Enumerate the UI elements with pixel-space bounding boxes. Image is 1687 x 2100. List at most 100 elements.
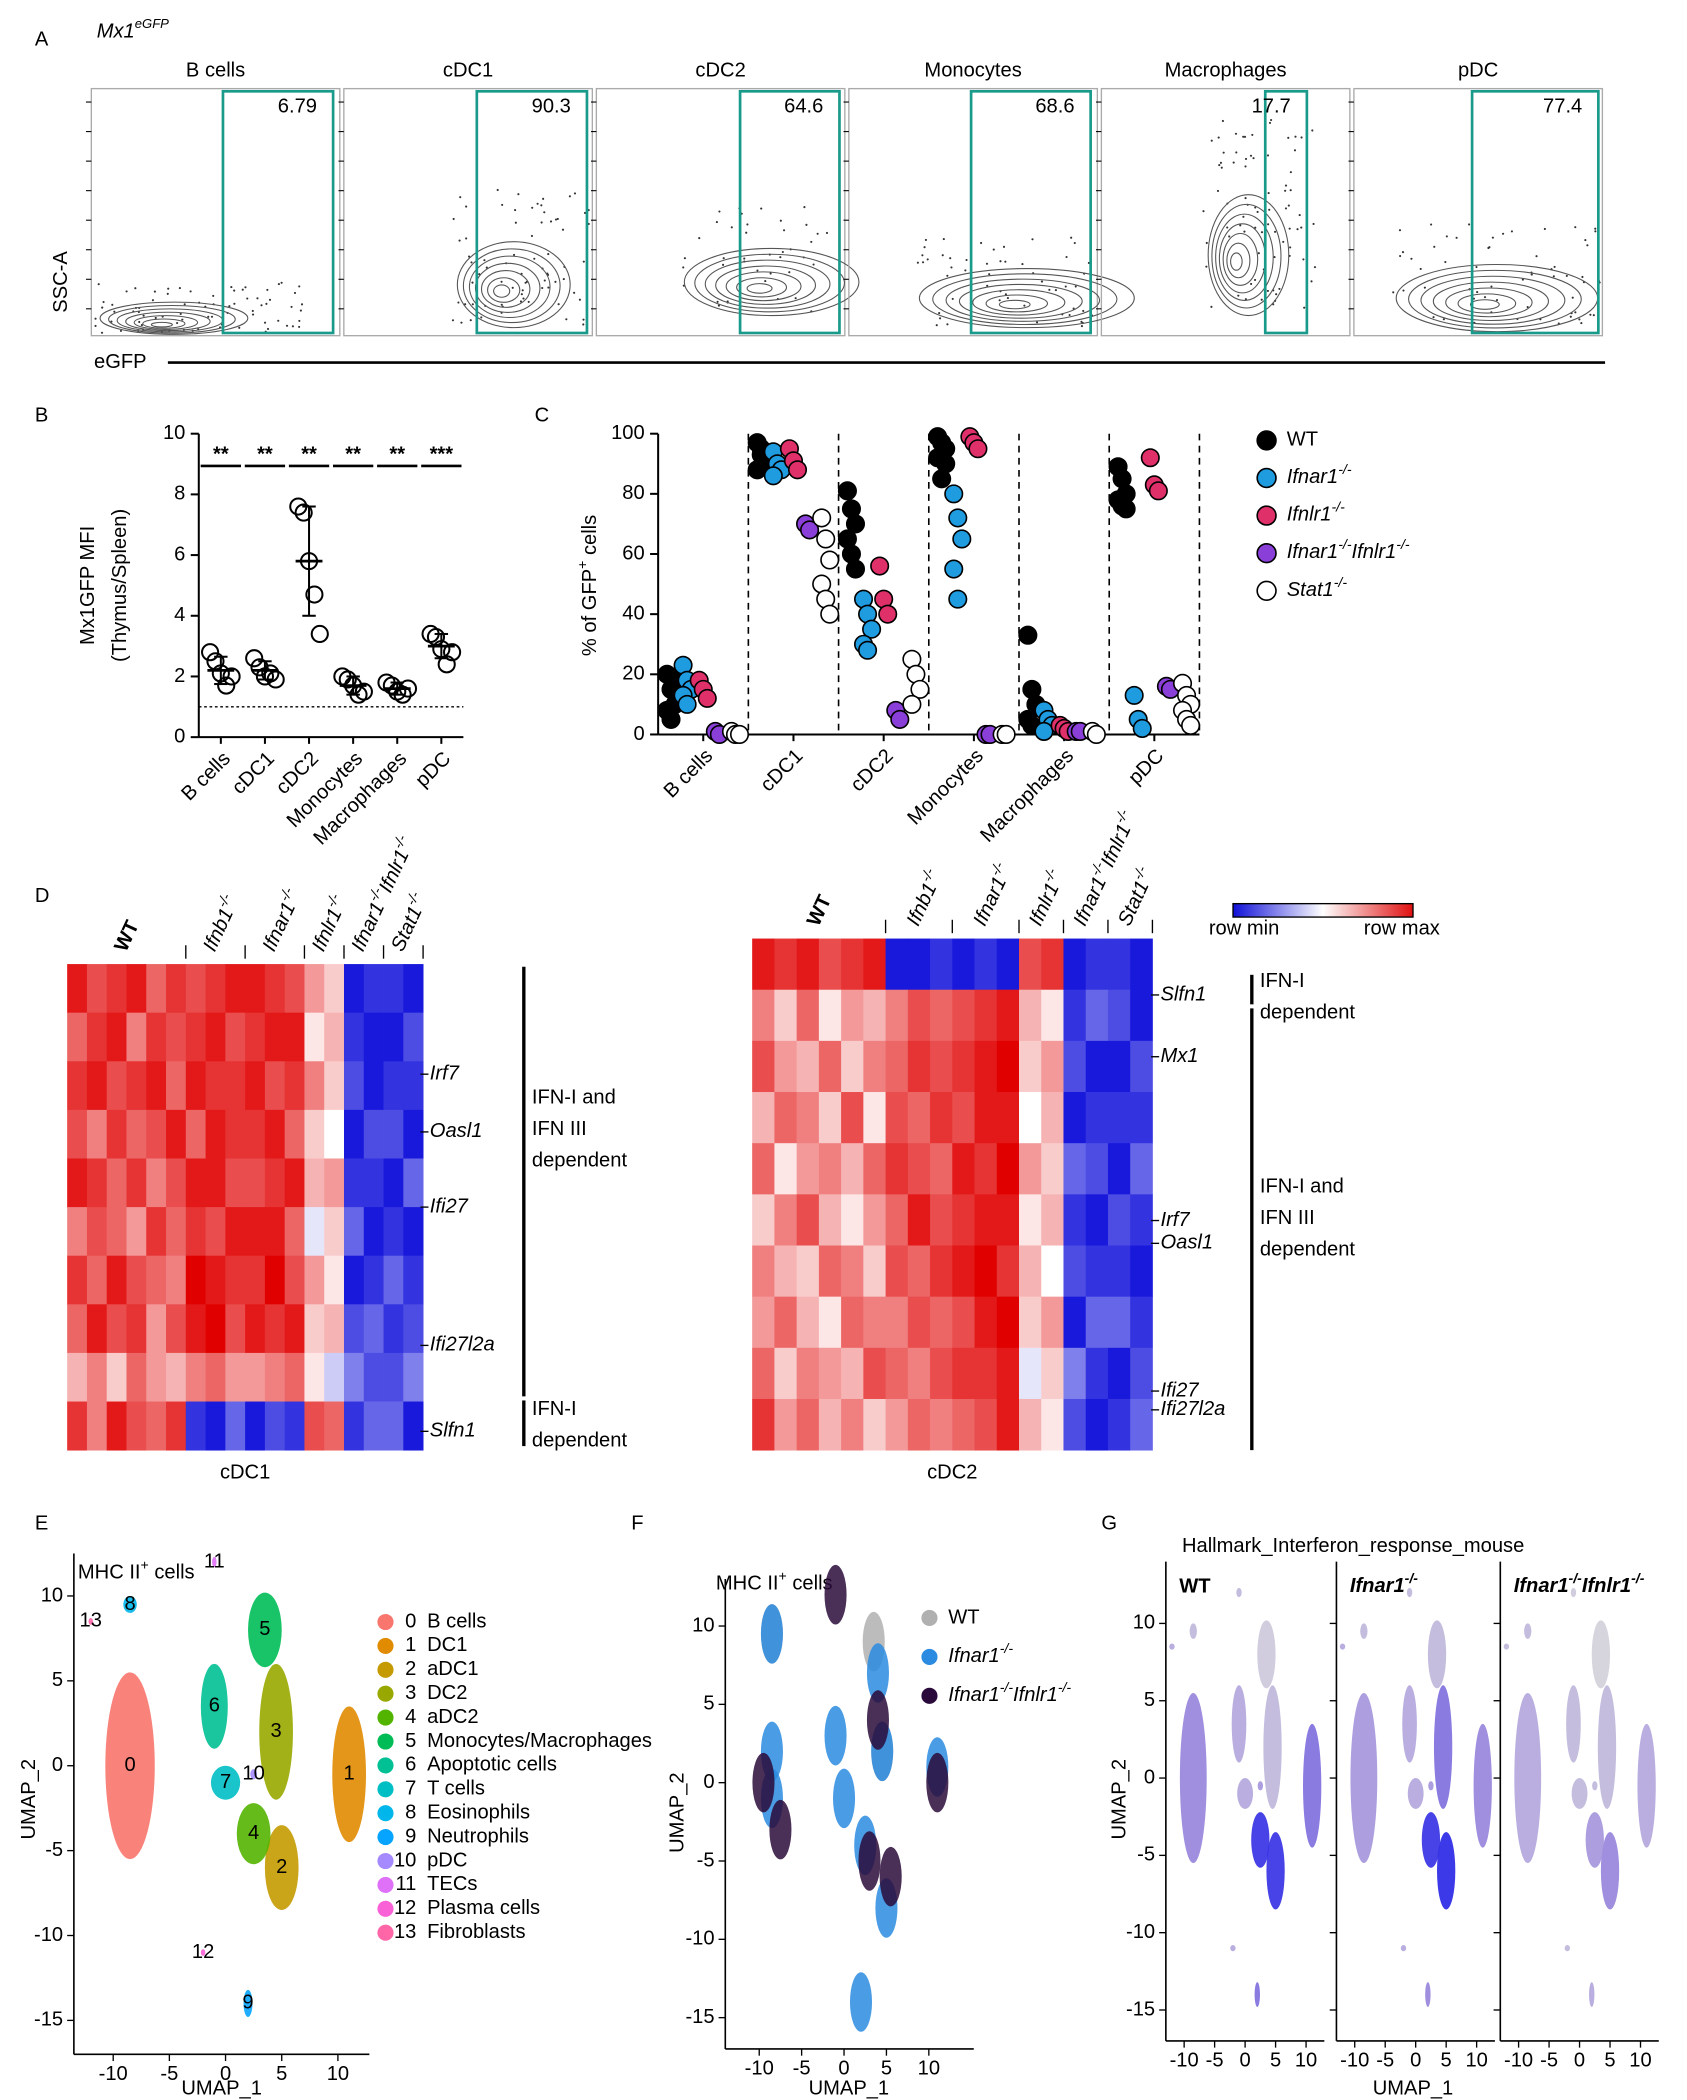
gate [738, 89, 841, 335]
event-dot [119, 329, 123, 333]
heatmap-cell [1019, 1194, 1042, 1246]
heatmap-cell [185, 1352, 206, 1402]
y-axis-label: UMAP_2 [18, 1759, 40, 1840]
dot [697, 688, 717, 708]
heatmap-cell [324, 1109, 345, 1159]
cluster-score [1406, 1587, 1413, 1598]
heatmap-cell [885, 938, 909, 991]
heatmap-cell [841, 1347, 864, 1400]
event-dot [718, 210, 721, 213]
event-dot [921, 261, 925, 264]
heatmap-cell [403, 1158, 424, 1208]
heatmap-cell [205, 1207, 226, 1257]
heatmap-cell [343, 1255, 365, 1305]
bracket-label: dependent [532, 1150, 628, 1172]
text-part: MHC II [716, 1573, 779, 1595]
heatmap-cell [146, 1352, 167, 1402]
heatmap-cell [1130, 989, 1153, 1042]
event-dot [1035, 321, 1039, 324]
heatmap-cell [1085, 1194, 1109, 1246]
event-dot [530, 234, 534, 238]
heatmap-cell [264, 1207, 286, 1257]
gate-percentage: 64.6 [784, 96, 823, 118]
event-dot [803, 206, 806, 209]
event-dot [1287, 136, 1290, 139]
event-dot [1274, 230, 1277, 233]
dot [837, 481, 857, 501]
heatmap-cell [1130, 1296, 1153, 1349]
x-tick-label: -5 [1376, 2049, 1394, 2071]
cluster-score [1514, 1693, 1542, 1864]
x-tick-label: 5 [1270, 2049, 1281, 2071]
dot [211, 664, 230, 683]
cluster [248, 1592, 282, 1668]
heatmap-cell [403, 1061, 424, 1111]
event-dot [138, 320, 141, 324]
umap-title: MHC II+ cells [78, 1556, 195, 1584]
event-dot [452, 217, 455, 221]
y-tick-label: 10 [163, 422, 185, 444]
heatmap-cell [205, 1255, 226, 1305]
event-dot [1253, 278, 1257, 282]
heatmap-cell [106, 1158, 127, 1208]
heatmap-cell [304, 1255, 325, 1305]
contour [694, 253, 845, 313]
event-dot [1293, 149, 1297, 152]
heatmap-cell [974, 1398, 998, 1451]
heatmap-cell [996, 1092, 1020, 1144]
event-dot [542, 197, 545, 200]
event-dot [1243, 135, 1247, 138]
heatmap-cell [841, 989, 864, 1042]
row-label: Irf7 [430, 1062, 460, 1084]
x-tick-label: -10 [745, 2057, 774, 2079]
heatmap-cell [1085, 938, 1109, 991]
event-dot [1210, 139, 1213, 142]
heatmap-cell [996, 1296, 1020, 1349]
bracket-label: dependent [1260, 1001, 1356, 1023]
heatmap-cell [863, 1040, 886, 1093]
text-part: -/- [322, 890, 342, 909]
event-dot [1220, 166, 1223, 169]
text-part: -/- [1086, 859, 1106, 878]
heatmap-cell [952, 1245, 975, 1298]
event-dot [256, 297, 259, 300]
y-tick-label: 5 [52, 1669, 63, 1691]
event-dot [1468, 223, 1471, 226]
heatmap-cell [264, 1158, 286, 1208]
event-dot [1287, 204, 1290, 207]
event-dot [582, 318, 585, 321]
heatmap-cell [863, 1398, 886, 1451]
event-dot [1589, 313, 1592, 316]
x-tick-label: 5 [881, 2057, 892, 2079]
text-part: Ifnar1 [1287, 542, 1338, 564]
text-part: -/- [276, 884, 296, 903]
plot-frame [1353, 87, 1604, 337]
heatmap-cell [818, 1398, 842, 1451]
event-dot [111, 303, 114, 306]
heatmap-cell [106, 1255, 127, 1305]
text-part: -/- [1331, 498, 1345, 514]
dot [729, 724, 750, 744]
event-dot [1234, 132, 1238, 135]
event-dot [1574, 226, 1577, 229]
dot [820, 550, 840, 570]
event-dot [1205, 241, 1208, 245]
heatmap-title: cDC1 [220, 1461, 270, 1483]
heatmap-cell [952, 1040, 975, 1093]
event-dot [556, 217, 559, 221]
cell-group [926, 1752, 949, 1813]
dot [1132, 718, 1152, 738]
heatmap-cell [304, 1061, 325, 1111]
event-dot [1502, 232, 1505, 235]
cluster-id: 11 [204, 1550, 225, 1572]
heatmap-cell [146, 1401, 167, 1451]
heatmap-cell [1107, 1347, 1131, 1400]
y-axis-label: % of GFP+ cells [574, 515, 602, 656]
legend-id: 3 [405, 1682, 416, 1704]
event-dot [1082, 309, 1085, 313]
heatmap-cell [885, 1245, 909, 1298]
significance: ** [389, 443, 405, 465]
event-dot [1552, 275, 1555, 278]
event-dot [583, 211, 587, 215]
dot [968, 439, 988, 459]
